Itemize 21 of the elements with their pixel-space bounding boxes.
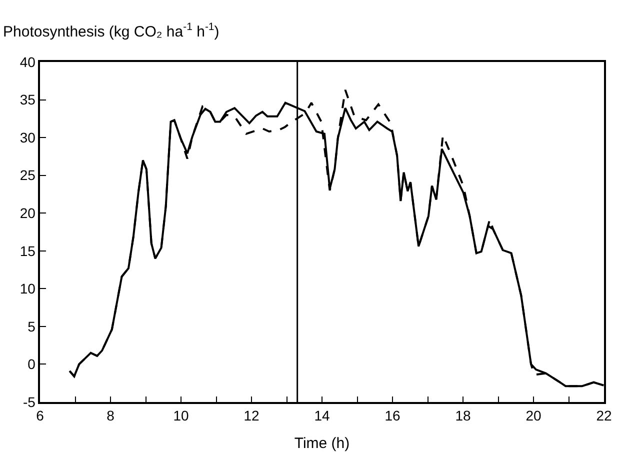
x-tick-label: 16 <box>384 408 400 424</box>
y-tick-label: 15 <box>20 242 36 259</box>
y-tick-label: 10 <box>20 280 36 297</box>
y-tick-label: 30 <box>20 129 36 146</box>
y-tick-label: 20 <box>20 205 36 222</box>
x-tick-label: 18 <box>455 408 471 424</box>
y-axis-title: Photosynthesis (kg CO₂ ha$^{-1}$ h$^{-1}$) <box>3 21 220 40</box>
x-tick-label: 20 <box>526 408 542 424</box>
x-tick-label: 14 <box>314 408 330 424</box>
y-tick-label: -5 <box>22 394 36 410</box>
y-tick-label: 40 <box>20 54 36 70</box>
y-tick-label: 35 <box>20 92 36 108</box>
x-axis-title: Time (h) <box>294 435 350 452</box>
x-tick-label: 6 <box>36 408 44 424</box>
y-tick-label: 5 <box>28 318 36 334</box>
x-tick-label: 12 <box>244 408 260 424</box>
x-tick-label: 22 <box>596 408 612 424</box>
x-tick-label: 8 <box>106 408 115 424</box>
y-tick-label: 0 <box>28 356 36 372</box>
y-tick-label: 25 <box>20 167 36 184</box>
x-tick-label: 10 <box>173 408 189 424</box>
